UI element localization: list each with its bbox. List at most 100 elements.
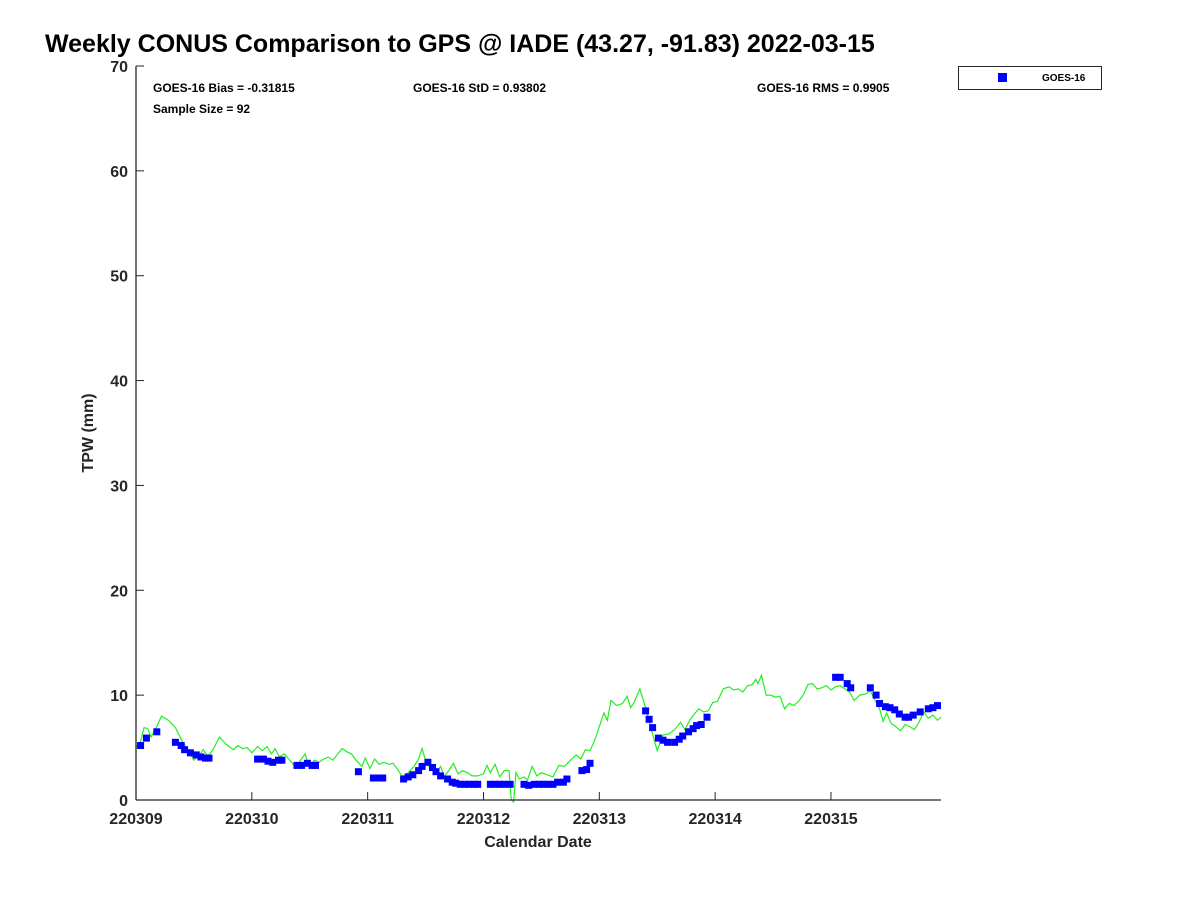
data-point <box>293 761 301 769</box>
data-point <box>832 673 840 681</box>
data-point <box>895 710 903 718</box>
data-point <box>278 756 286 764</box>
data-point <box>205 754 213 762</box>
series-line-gps <box>135 673 942 804</box>
data-point <box>374 774 382 782</box>
std-annotation: GOES-16 StD = 0.93802 <box>413 81 546 95</box>
data-point <box>530 780 538 788</box>
x-tick-label: 220312 <box>457 811 510 828</box>
y-tick-label: 50 <box>110 269 128 286</box>
data-point <box>578 767 586 775</box>
data-point <box>525 781 533 789</box>
data-point <box>916 708 924 716</box>
data-point <box>506 780 514 788</box>
data-point <box>181 746 189 754</box>
y-tick-label: 60 <box>110 164 128 181</box>
data-point <box>909 711 917 719</box>
data-point <box>432 768 440 776</box>
data-point <box>540 780 548 788</box>
x-tick-label: 220314 <box>688 811 741 828</box>
y-tick-label: 40 <box>110 374 128 391</box>
data-point <box>645 715 653 723</box>
data-point <box>474 780 482 788</box>
data-point <box>881 703 889 711</box>
x-tick-label: 220310 <box>225 811 278 828</box>
x-tick-label: 220309 <box>109 811 162 828</box>
data-point <box>171 738 179 746</box>
data-point <box>303 759 311 767</box>
data-point <box>404 773 412 781</box>
legend: GOES-16 <box>958 66 1102 90</box>
data-point <box>486 780 494 788</box>
data-point <box>186 749 194 757</box>
data-point <box>429 764 436 771</box>
data-point <box>554 778 562 786</box>
data-point <box>876 700 884 707</box>
data-point <box>693 722 701 730</box>
data-point <box>866 684 874 692</box>
data-point <box>872 691 880 699</box>
data-point <box>685 728 692 736</box>
data-point <box>259 755 267 763</box>
data-point <box>418 762 426 770</box>
legend-box <box>958 66 1102 90</box>
data-point <box>491 780 499 788</box>
data-point <box>905 713 913 721</box>
data-point <box>444 775 452 783</box>
data-point <box>400 775 408 783</box>
data-point <box>177 742 185 749</box>
data-point <box>456 780 464 788</box>
data-point <box>703 713 711 721</box>
data-point <box>843 680 851 688</box>
y-tick-label: 70 <box>110 59 128 76</box>
data-point <box>583 766 591 774</box>
data-point <box>934 702 941 710</box>
data-point <box>544 780 552 788</box>
data-point <box>929 704 937 712</box>
data-point <box>500 780 508 788</box>
legend-label-goes16: GOES-16 <box>1042 73 1086 84</box>
rms-annotation: GOES-16 RMS = 0.9905 <box>757 81 890 95</box>
data-point <box>264 757 272 765</box>
data-point <box>847 684 855 692</box>
data-point <box>461 780 469 788</box>
x-tick-label: 220311 <box>341 811 394 828</box>
data-point <box>586 759 594 767</box>
sample-size-annotation: Sample Size = 92 <box>153 102 250 116</box>
x-tick-label: 220315 <box>804 811 857 828</box>
data-point <box>192 751 200 759</box>
x-tick-label: 220313 <box>573 811 626 828</box>
data-point <box>369 774 377 782</box>
data-point <box>671 738 679 746</box>
data-point <box>697 721 705 728</box>
data-point <box>886 704 894 712</box>
data-point <box>535 780 543 788</box>
data-point <box>659 736 667 744</box>
data-point <box>654 734 662 742</box>
y-tick-label: 20 <box>110 583 128 600</box>
data-point <box>466 780 474 788</box>
data-point <box>409 771 417 779</box>
y-tick-label: 10 <box>110 688 128 705</box>
data-point <box>496 780 504 788</box>
data-point <box>415 767 423 775</box>
bias-annotation: GOES-16 Bias = -0.31815 <box>153 81 295 95</box>
data-point <box>649 724 657 732</box>
chart-title: Weekly CONUS Comparison to GPS @ IADE (4… <box>45 30 875 58</box>
data-point <box>891 706 899 714</box>
data-point <box>137 742 145 749</box>
data-point <box>379 774 387 782</box>
data-point <box>452 779 460 787</box>
x-axis-label: Calendar Date <box>484 834 592 851</box>
data-point <box>679 732 687 740</box>
y-axis-label: TPW (mm) <box>80 393 97 472</box>
data-point <box>424 758 432 766</box>
data-point <box>563 775 571 783</box>
data-point <box>549 780 557 788</box>
data-point <box>836 673 844 681</box>
data-point <box>298 761 306 769</box>
data-point <box>269 758 277 766</box>
data-point <box>142 734 150 742</box>
data-point <box>354 768 362 776</box>
